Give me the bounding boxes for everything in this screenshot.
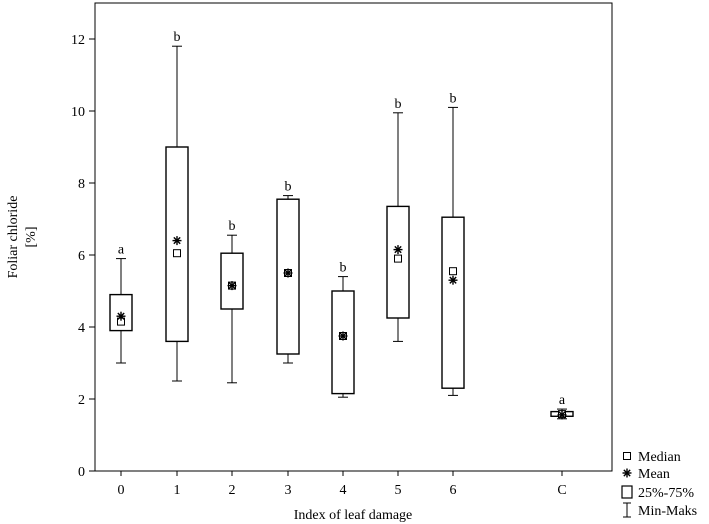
x-tick-label: 3 [285,483,292,498]
median-marker [173,249,181,258]
x-tick-label: 2 [229,483,236,498]
group-letter: b [340,261,347,276]
legend-item-min-maks: Min-Maks [623,502,697,519]
mean-marker [172,236,182,246]
mean-marker [227,281,237,291]
legend-box-icon [621,485,633,499]
median-marker [394,254,402,263]
y-tick-label: 4 [78,321,85,336]
box-0: a [109,243,133,364]
mean-marker [283,268,293,278]
legend-mean-icon [622,468,632,478]
boxes-layer: a b b b b b b a [109,30,574,420]
legend: Median Mean 25%-75% Min-Maks [621,450,697,519]
mean-marker [393,245,403,255]
box-3: b [276,180,300,364]
legend-label: Mean [638,467,670,482]
legend-item-median: Median [623,450,681,465]
y-tick-label: 6 [78,249,85,264]
plot-area-frame [94,2,613,472]
legend-item-mean: Mean [622,467,670,482]
y-tick-label: 2 [78,393,85,408]
median-marker [449,267,457,276]
y-axis: 0 2 4 6 8 10 12 [71,33,95,480]
y-axis-title-line-2: [%] [24,227,39,248]
group-letter: b [285,180,292,195]
iqr-box [441,216,465,389]
mean-marker [116,311,126,321]
legend-whisker-icon [623,502,631,518]
group-letter: b [450,91,457,106]
legend-median-icon [623,452,631,460]
legend-item-25-75-: 25%-75% [621,485,694,501]
iqr-box [331,290,355,395]
legend-label: Median [638,450,681,465]
mean-marker [448,275,458,285]
x-axis: 0 1 2 3 4 5 6 C [118,471,567,498]
x-tick-label: 4 [340,483,347,498]
box-6: b [441,91,465,396]
group-letter: b [174,30,181,45]
x-tick-label: 1 [174,483,181,498]
x-axis-title: Index of leaf damage [294,508,413,523]
legend-label: 25%-75% [638,486,694,501]
y-tick-label: 10 [71,105,85,120]
box-4: b [331,261,355,398]
legend-label: Min-Maks [638,504,697,519]
box-5: b [386,97,410,342]
group-letter: b [395,97,402,112]
mean-marker [557,410,567,420]
group-letter: a [559,393,566,408]
mean-marker [338,331,348,341]
x-tick-label: 5 [395,483,402,498]
x-tick-label: C [557,483,566,498]
y-axis-title: Foliar chloride [%] [6,196,39,279]
y-tick-label: 8 [78,177,85,192]
group-letter: b [229,219,236,234]
x-tick-label: 0 [118,483,125,498]
box-1: b [165,30,189,382]
box-C: a [550,393,574,420]
x-tick-label: 6 [450,483,457,498]
y-tick-label: 0 [78,465,85,480]
y-tick-label: 12 [71,33,85,48]
box-2: b [220,219,244,384]
y-axis-title-line-1: Foliar chloride [6,196,21,279]
group-letter: a [118,243,125,258]
